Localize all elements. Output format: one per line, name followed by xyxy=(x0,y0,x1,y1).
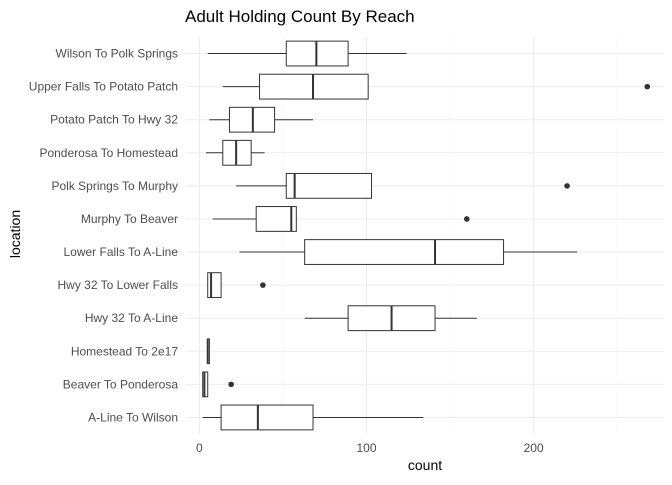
y-tick-label: Lower Falls To A-Line xyxy=(63,245,178,259)
x-axis-title: count xyxy=(408,457,442,473)
y-tick-label: Homestead To 2e17 xyxy=(71,344,179,358)
y-tick-label: A-Line To Wilson xyxy=(88,410,178,424)
box-group xyxy=(206,139,265,166)
y-tick-label: Wilson To Polk Springs xyxy=(56,47,179,61)
y-tick-label: Polk Springs To Murphy xyxy=(51,179,178,193)
box-iqr xyxy=(220,404,314,431)
chart-title: Adult Holding Count By Reach xyxy=(185,7,415,26)
box-group xyxy=(207,40,407,67)
box-group xyxy=(202,404,424,431)
outlier-point xyxy=(564,183,570,189)
outlier-point xyxy=(463,216,470,222)
x-tick-label: 0 xyxy=(196,441,203,455)
box-group xyxy=(222,73,651,100)
y-axis-title: location xyxy=(7,210,23,258)
box-group xyxy=(207,272,266,299)
tick-labels: 0 100 200 A-Line To Wilson Beaver To Pondero… xyxy=(29,47,544,455)
box-group xyxy=(209,106,314,133)
box-iqr xyxy=(285,172,373,199)
y-tick-label: Potato Patch To Hwy 32 xyxy=(50,113,178,127)
y-tick-label: Hwy 32 To Lower Falls xyxy=(58,278,179,292)
x-tick-label: 100 xyxy=(356,441,376,455)
box-group xyxy=(236,172,570,199)
box-group xyxy=(202,371,234,398)
grid xyxy=(186,37,664,434)
box-iqr xyxy=(304,239,505,265)
y-tick-label: Upper Falls To Potato Patch xyxy=(29,80,178,94)
boxes xyxy=(202,40,651,431)
box-iqr xyxy=(207,272,222,299)
box-group xyxy=(239,239,578,265)
outlier-point xyxy=(228,381,234,388)
box-group xyxy=(212,206,470,232)
x-tick-label: 200 xyxy=(524,441,544,455)
box-group xyxy=(206,338,210,365)
box-iqr xyxy=(255,206,297,232)
box-group xyxy=(304,305,477,332)
y-tick-label: Murphy To Beaver xyxy=(81,212,178,226)
outlier-point xyxy=(644,83,651,90)
outlier-point xyxy=(260,282,266,288)
y-tick-label: Hwy 32 To A-Line xyxy=(85,311,178,325)
y-tick-label: Beaver To Ponderosa xyxy=(63,377,179,391)
y-tick-label: Ponderosa To Homestead xyxy=(39,146,178,160)
